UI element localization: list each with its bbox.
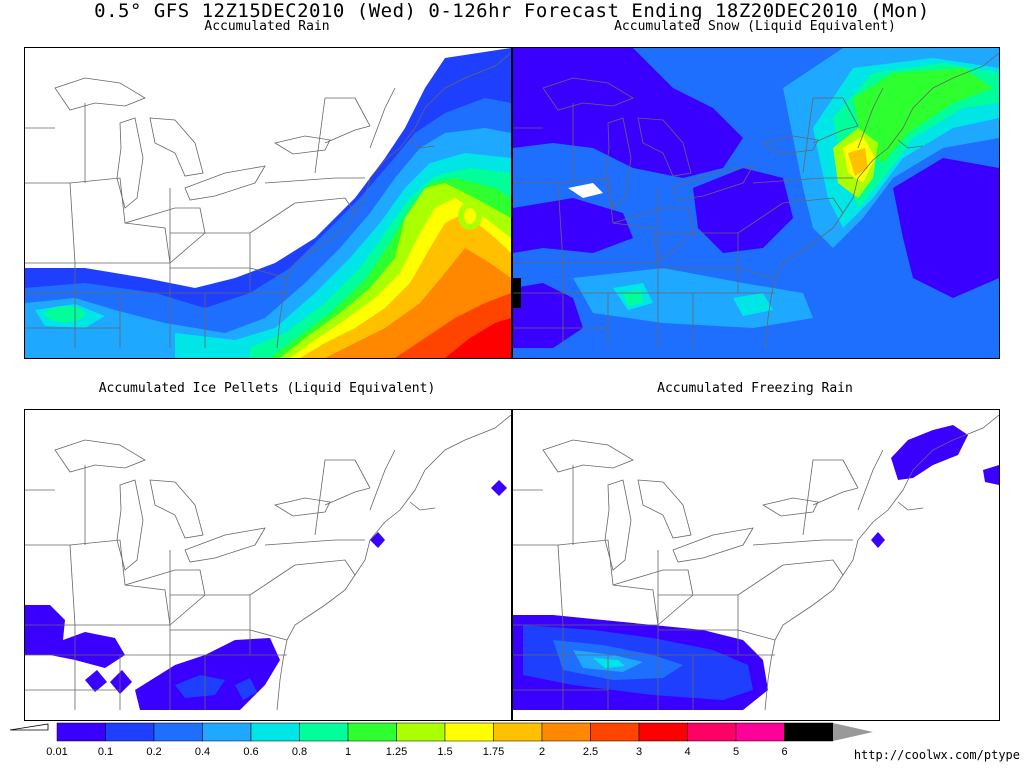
map-title: 0.5° GFS 12Z15DEC2010 (Wed) 0-126hr Fore… [94,0,930,22]
legend-label: 1.25 [386,746,407,758]
legend-swatch [396,722,446,742]
ice-pellets-map-panel [24,409,512,721]
legend-label: 5 [733,746,739,758]
legend-high-arrow [833,723,873,741]
legend-label: 1 [345,746,351,758]
legend-swatch [202,722,252,742]
legend-swatch [56,722,106,742]
legend-swatch [735,722,785,742]
snow-map-panel [512,47,1000,359]
legend-label: 2 [539,746,545,758]
legend-swatch [687,722,737,742]
legend-swatch [347,722,397,742]
legend-label: 3 [636,746,642,758]
legend-label: 1.75 [483,746,504,758]
legend-swatch [638,722,688,742]
color-legend: 0.01 0.1 0.2 0.4 0.6 0.8 1 1.25 1.5 1.75 2 2.5 3 4 5 6 [0,720,1024,768]
legend-swatch [250,722,300,742]
legend-swatch [493,722,543,742]
legend-swatch [784,722,834,742]
legend-label: 0.1 [98,746,113,758]
legend-label: 2.5 [583,746,598,758]
panel-title-ice: Accumulated Ice Pellets (Liquid Equivale… [98,381,436,396]
freezing-rain-map-panel [512,409,1000,721]
legend-swatch [541,722,591,742]
legend-label: 0.2 [146,746,161,758]
rain-map-panel [24,47,512,359]
legend-low-arrow [9,723,49,731]
legend-label: 0.01 [46,746,67,758]
legend-swatch [153,722,203,742]
legend-swatch [105,722,155,742]
panel-title-freezing: Accumulated Freezing Rain [657,381,853,396]
legend-label: 0.8 [292,746,307,758]
legend-label: 0.4 [195,746,210,758]
legend-label: 6 [781,746,787,758]
legend-label: 1.5 [437,746,452,758]
legend-swatch [444,722,494,742]
legend-label: 0.6 [243,746,258,758]
panel-title-rain: Accumulated Rain [204,19,330,34]
panel-title-snow: Accumulated Snow (Liquid Equivalent) [614,19,896,34]
legend-swatch [590,722,640,742]
legend-colorbar: 0.01 0.1 0.2 0.4 0.6 0.8 1 1.25 1.5 1.75 2 2.5 3 4 5 6 [9,722,873,758]
source-credit: http://coolwx.com/ptype [853,748,1020,762]
legend-swatch [299,722,349,742]
legend-label: 4 [684,746,690,758]
